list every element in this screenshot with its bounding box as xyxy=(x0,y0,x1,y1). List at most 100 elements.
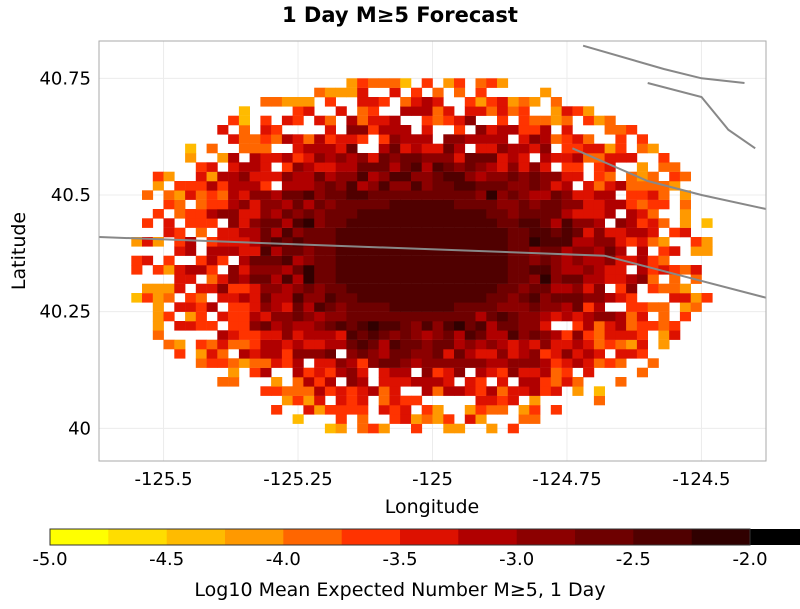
heatmap-cell xyxy=(378,283,390,294)
heatmap-cell xyxy=(314,293,326,303)
heatmap-cell xyxy=(518,190,530,200)
heatmap-cell xyxy=(669,321,681,331)
heatmap-cell xyxy=(271,209,283,219)
heatmap-cell xyxy=(185,153,197,163)
heatmap-cell xyxy=(540,125,552,135)
heatmap-cell xyxy=(335,153,347,163)
heatmap-cell xyxy=(615,283,627,294)
heatmap-cell xyxy=(432,227,444,238)
heatmap-cell xyxy=(432,265,444,275)
heatmap-cell xyxy=(335,181,347,191)
heatmap-cell xyxy=(368,171,380,182)
heatmap-cell xyxy=(357,171,369,182)
heatmap-cell xyxy=(464,302,476,312)
heatmap-cell xyxy=(163,227,175,238)
heatmap-cell xyxy=(443,190,455,200)
heatmap-cell xyxy=(604,358,616,368)
heatmap-cell xyxy=(475,227,487,238)
heatmap-cell xyxy=(185,311,197,322)
heatmap-cell xyxy=(142,293,154,303)
heatmap-cell xyxy=(238,134,250,144)
heatmap-cell xyxy=(271,97,283,107)
heatmap-cell xyxy=(400,134,412,144)
colorbar-swatch xyxy=(108,529,168,545)
heatmap-cell xyxy=(647,283,659,294)
heatmap-cell xyxy=(152,283,164,294)
heatmap-cell xyxy=(454,283,466,294)
heatmap-cell xyxy=(228,209,240,219)
heatmap-cell xyxy=(303,97,315,107)
heatmap-cell xyxy=(314,209,326,219)
heatmap-cell xyxy=(421,181,433,191)
heatmap-cell xyxy=(421,218,433,228)
colorbar-swatch xyxy=(50,529,109,545)
heatmap-cell xyxy=(518,302,530,312)
heatmap-cell xyxy=(249,265,261,275)
heatmap-cell xyxy=(432,218,444,228)
heatmap-cell xyxy=(357,199,369,210)
colorbar-swatches xyxy=(50,529,800,545)
heatmap-cell xyxy=(443,423,455,434)
heatmap-cell xyxy=(174,246,186,256)
heatmap-cell xyxy=(540,218,552,228)
heatmap-cell xyxy=(669,274,681,284)
heatmap-cell xyxy=(368,209,380,219)
colorbar-swatch xyxy=(341,529,401,545)
heatmap-cell xyxy=(593,265,605,275)
heatmap-cell xyxy=(507,283,519,294)
heatmap-cell xyxy=(335,87,347,98)
heatmap-cell xyxy=(529,143,541,154)
heatmap-cell xyxy=(583,209,595,219)
heatmap-cell xyxy=(292,162,304,172)
heatmap-cell xyxy=(314,395,326,406)
heatmap-cell xyxy=(432,153,444,163)
heatmap-cell xyxy=(454,134,466,144)
heatmap-cell xyxy=(518,237,530,247)
heatmap-cell xyxy=(701,293,713,303)
heatmap-cell xyxy=(475,265,487,275)
heatmap-cell xyxy=(583,321,595,331)
heatmap-cell xyxy=(357,377,369,387)
heatmap-cell xyxy=(529,386,541,396)
heatmap-cell xyxy=(281,265,293,275)
heatmap-cell xyxy=(507,311,519,322)
heatmap-cell xyxy=(518,134,530,144)
heatmap-cell xyxy=(411,97,423,107)
heatmap-cell xyxy=(454,237,466,247)
heatmap-cell xyxy=(206,265,218,275)
heatmap-cell xyxy=(443,283,455,294)
heatmap-cell xyxy=(292,246,304,256)
heatmap-cell xyxy=(292,171,304,182)
heatmap-cell xyxy=(314,237,326,247)
overlay-lines xyxy=(98,44,767,299)
heatmap-cell xyxy=(368,321,380,331)
heatmap-cell xyxy=(497,153,509,163)
heatmap-cell xyxy=(475,181,487,191)
heatmap-cell xyxy=(550,330,562,340)
heatmap-cell xyxy=(238,143,250,154)
heatmap-cell xyxy=(260,302,272,312)
heatmap-cell xyxy=(593,274,605,284)
heatmap-cell xyxy=(142,283,154,294)
heatmap-cell xyxy=(561,246,573,256)
heatmap-cell xyxy=(443,386,455,396)
heatmap-cell xyxy=(195,199,207,210)
heatmap-cell xyxy=(378,181,390,191)
heatmap-cell xyxy=(647,209,659,219)
heatmap-cell xyxy=(411,227,423,238)
heatmap-cell xyxy=(550,209,562,219)
heatmap-cell xyxy=(217,181,229,191)
heatmap-cell xyxy=(346,405,358,415)
heatmap-cell xyxy=(636,143,648,154)
heatmap-cell xyxy=(314,246,326,256)
heatmap-cell xyxy=(615,199,627,210)
heatmap-cell xyxy=(368,78,380,88)
colorbar-frame xyxy=(49,528,751,546)
heatmap-cell xyxy=(421,283,433,294)
heatmap-cell xyxy=(206,143,218,154)
heatmap-cell xyxy=(324,386,336,396)
heatmap-cell xyxy=(464,199,476,210)
heatmap-cell xyxy=(163,218,175,228)
fault-trace xyxy=(98,236,767,299)
heatmap-cell xyxy=(292,134,304,144)
